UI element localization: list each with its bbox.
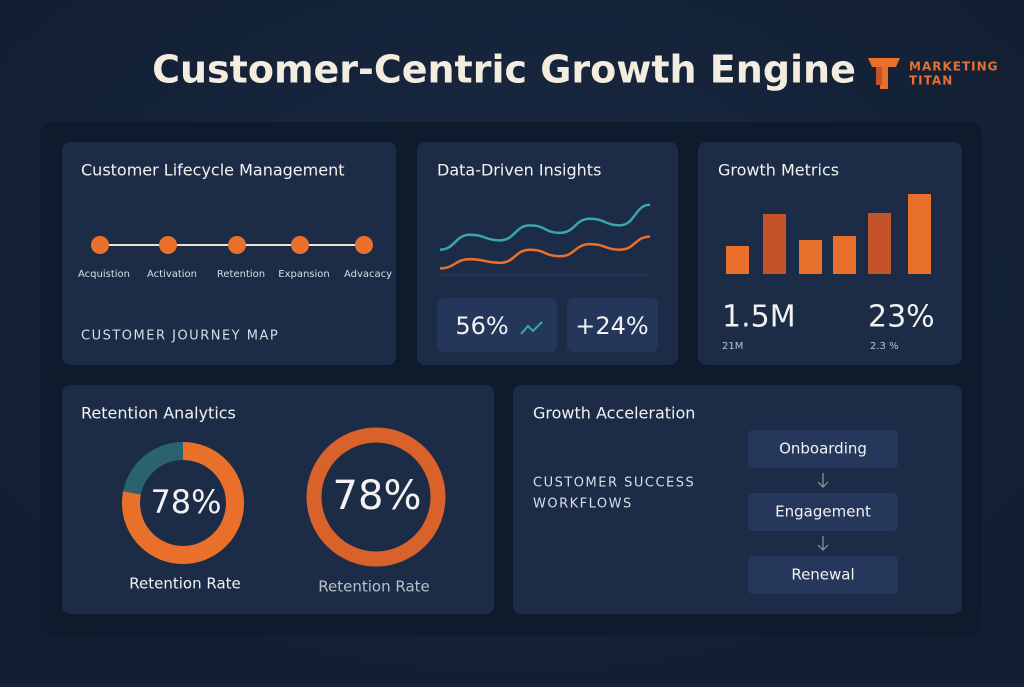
- brand-name: TITAN: [909, 74, 953, 88]
- card-caption: CUSTOMER JOURNEY MAP: [81, 329, 279, 344]
- bar: [868, 213, 891, 274]
- stat-box: [567, 298, 658, 352]
- stat-value: 56%: [455, 312, 508, 340]
- stage-label: Retention: [217, 269, 265, 280]
- ring-label: 78%: [333, 473, 422, 519]
- stage-label: Expansion: [278, 269, 330, 280]
- step-label: Renewal: [791, 566, 854, 584]
- metric-value: 23%: [868, 300, 935, 335]
- sparkline: [439, 235, 651, 270]
- bar: [908, 194, 931, 274]
- step-label: Engagement: [775, 503, 871, 521]
- step-box: [748, 493, 898, 531]
- card-title: Growth Acceleration: [533, 404, 695, 423]
- page-title: Customer-Centric Growth Engine: [152, 48, 856, 92]
- card-title: Retention Analytics: [81, 404, 236, 423]
- donut-caption: Retention Rate: [129, 575, 241, 593]
- card: [698, 142, 962, 365]
- step-box: [748, 430, 898, 468]
- stage-dot: [355, 236, 373, 254]
- card-title: Customer Lifecycle Management: [81, 161, 344, 180]
- stage-dot: [291, 236, 309, 254]
- stage-dot: [159, 236, 177, 254]
- card-caption: WORKFLOWS: [533, 497, 633, 512]
- card-title: Data-Driven Insights: [437, 161, 601, 180]
- bar: [833, 236, 856, 274]
- ring: [306, 427, 446, 567]
- card-caption: CUSTOMER SUCCESS: [533, 476, 695, 491]
- donut-arc: [122, 442, 244, 564]
- bar: [726, 246, 749, 274]
- stat-box: [437, 298, 557, 352]
- bar: [763, 214, 786, 274]
- stage-label: Activation: [147, 269, 197, 280]
- flow-arrows: [817, 473, 829, 551]
- stage-label: Acquistion: [78, 269, 130, 280]
- card: [62, 142, 396, 365]
- metric-sub: 21M: [722, 341, 743, 352]
- stage-dot: [91, 236, 109, 254]
- sparkline: [439, 203, 651, 251]
- stage-dot: [228, 236, 246, 254]
- bar: [799, 240, 822, 274]
- metric-value: 1.5M: [722, 300, 796, 335]
- step-box: [748, 556, 898, 594]
- stat-value: +24%: [575, 312, 648, 340]
- card-title: Growth Metrics: [718, 161, 839, 180]
- brand-logo: [868, 58, 900, 89]
- ring-caption: Retention Rate: [318, 578, 430, 596]
- trend-icon: [520, 321, 543, 335]
- metric-sub: 2.3 %: [870, 341, 899, 352]
- stage-label: Advacacy: [344, 269, 392, 280]
- brand-name: MARKETING: [909, 60, 999, 74]
- step-label: Onboarding: [779, 440, 867, 458]
- donut-label: 78%: [150, 483, 221, 521]
